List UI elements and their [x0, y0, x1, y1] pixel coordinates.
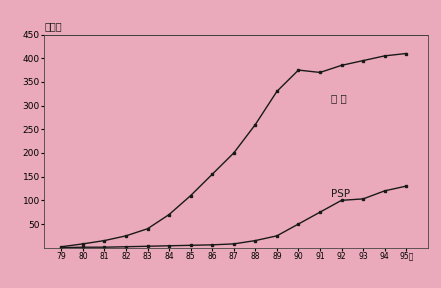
Text: PSP: PSP	[331, 189, 350, 198]
Text: 組織数: 組織数	[44, 21, 62, 31]
Text: 合 計: 合 計	[331, 93, 347, 103]
